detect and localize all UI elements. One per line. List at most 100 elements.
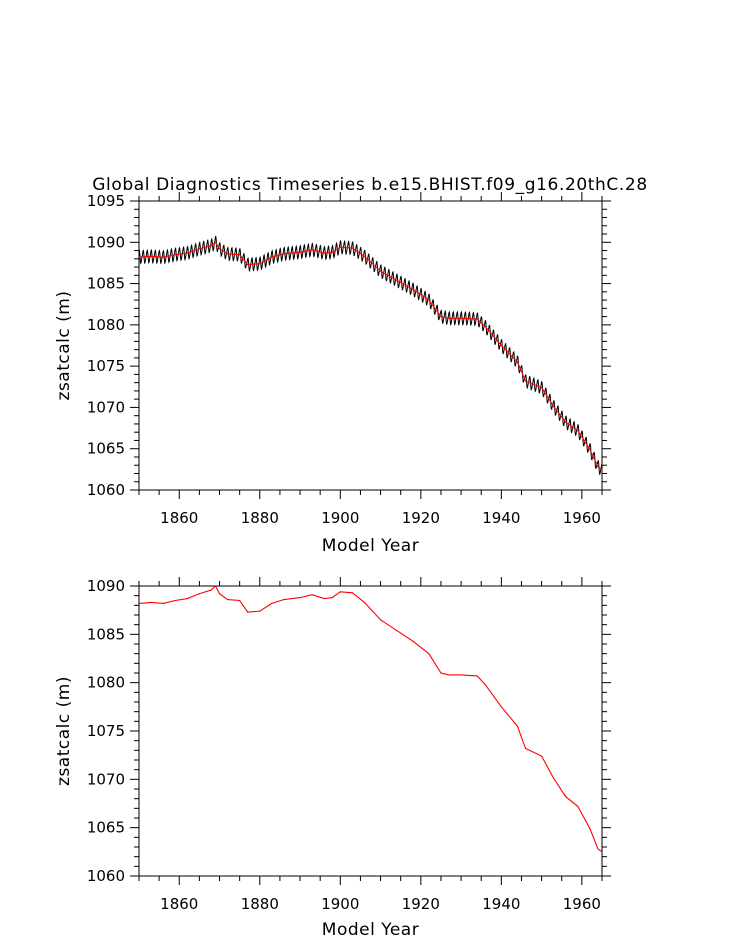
x-tick-label: 1960 — [563, 509, 601, 527]
y-tick-label: 1085 — [87, 625, 125, 643]
data-point — [339, 591, 341, 593]
data-point — [412, 640, 414, 642]
data-point — [601, 851, 602, 853]
data-point — [541, 387, 543, 389]
data-point — [218, 593, 221, 595]
data-point — [239, 599, 241, 602]
y-tick-label: 1075 — [87, 722, 125, 740]
x-axis-label: Model Year — [322, 536, 419, 556]
data-point — [516, 725, 519, 727]
data-point — [565, 796, 567, 798]
series-line-annual-mean — [139, 586, 602, 853]
x-axis-label: Model Year — [322, 920, 419, 940]
data-point — [174, 254, 176, 256]
data-point — [259, 263, 261, 265]
data-point — [226, 253, 229, 255]
data-point — [460, 317, 462, 319]
data-point — [139, 256, 140, 258]
data-point — [428, 299, 430, 301]
y-tick-label: 1080 — [87, 316, 125, 334]
series-line-annual-mean — [139, 241, 602, 470]
x-tick-label: 1900 — [321, 895, 359, 913]
data-point — [577, 805, 579, 808]
data-point — [589, 448, 591, 451]
data-point — [162, 602, 164, 605]
data-point — [379, 270, 382, 272]
top-panel: 1860 1880 1900 1920 1940 1960 1060 1065 1070 1075… — [54, 192, 611, 556]
data-point — [476, 675, 478, 677]
data-point — [351, 592, 353, 594]
y-tick-label: 1060 — [87, 867, 125, 885]
data-point — [323, 252, 325, 254]
data-point — [541, 755, 543, 757]
data-point — [448, 317, 450, 319]
data-point — [597, 848, 599, 850]
data-point — [299, 251, 301, 253]
data-point — [186, 252, 188, 254]
data-point — [553, 777, 555, 779]
data-point — [440, 316, 442, 318]
data-point — [500, 706, 502, 708]
data-point — [214, 586, 217, 587]
data-point — [524, 380, 527, 382]
y-tick-label: 1075 — [87, 357, 125, 375]
data-point — [259, 610, 261, 612]
y-tick-label: 1090 — [87, 577, 125, 595]
data-point — [500, 344, 502, 347]
data-point — [440, 672, 442, 674]
chart-title: Global Diagnostics Timeseries b.e15.BHIS… — [92, 175, 647, 195]
data-point — [524, 747, 527, 750]
plot-frame — [138, 585, 603, 877]
y-axis-label: zsatcalc (m) — [54, 676, 74, 786]
x-tick-label: 1880 — [241, 895, 279, 913]
data-point — [351, 247, 353, 249]
data-point — [428, 653, 430, 655]
data-point — [484, 684, 486, 686]
plot-frame — [138, 200, 603, 491]
data-point — [162, 256, 164, 258]
data-point — [601, 468, 602, 470]
x-tick-label: 1860 — [160, 895, 198, 913]
x-tick-label: 1860 — [160, 509, 198, 527]
data-point — [214, 241, 217, 243]
data-point — [379, 619, 382, 621]
data-point — [412, 288, 414, 290]
x-tick-label: 1940 — [482, 509, 520, 527]
data-point — [331, 251, 333, 253]
data-point — [339, 246, 341, 248]
x-tick-label: 1920 — [402, 509, 440, 527]
data-point — [565, 421, 567, 423]
y-tick-label: 1065 — [87, 440, 125, 458]
data-point — [448, 674, 450, 676]
data-point — [174, 599, 176, 602]
data-point — [218, 248, 221, 250]
data-point — [198, 248, 200, 250]
data-point — [283, 253, 285, 255]
data-point — [484, 325, 486, 328]
data-point — [271, 602, 273, 605]
data-point — [226, 598, 229, 601]
data-point — [139, 602, 140, 604]
data-point — [396, 629, 398, 632]
data-point — [323, 597, 325, 600]
x-tick-label: 1920 — [402, 895, 440, 913]
bottom-panel: 1860 1880 1900 1920 1940 1960 1060 1065 1070 1075… — [54, 577, 611, 940]
x-tick-label: 1880 — [241, 509, 279, 527]
data-point — [363, 601, 366, 604]
data-point — [150, 601, 152, 604]
data-point — [210, 589, 213, 591]
data-point — [597, 466, 599, 468]
data-point — [331, 597, 333, 599]
y-tick-label: 1090 — [87, 233, 125, 251]
y-tick-label: 1095 — [87, 192, 125, 210]
data-point — [198, 593, 200, 595]
data-point — [239, 254, 241, 256]
y-tick-label: 1060 — [87, 481, 125, 499]
data-point — [271, 256, 273, 258]
data-point — [516, 361, 519, 363]
y-tick-label: 1080 — [87, 674, 125, 692]
data-point — [396, 279, 398, 281]
data-point — [577, 429, 579, 432]
data-point — [460, 674, 462, 676]
